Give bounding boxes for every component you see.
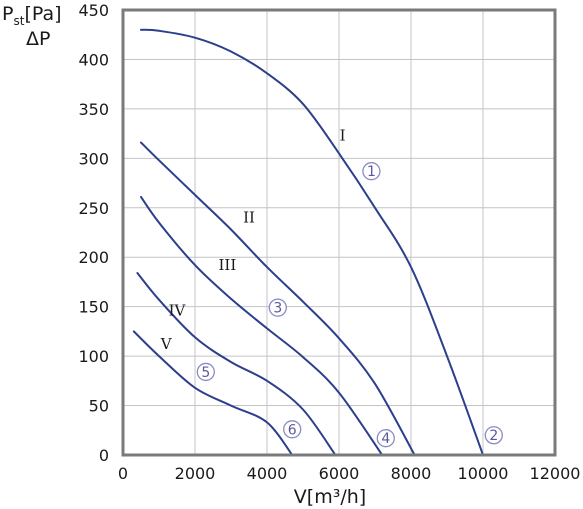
marker-label: 1	[367, 164, 376, 180]
marker-circle	[283, 420, 302, 439]
curve-label: III	[219, 256, 237, 274]
y-axis-title-sub: st	[13, 14, 24, 28]
marker-label: 3	[273, 301, 282, 317]
marker-circle	[376, 429, 395, 448]
y-tick-label: 400	[78, 50, 109, 69]
curve-label: I	[340, 127, 346, 145]
y-tick-label: 250	[78, 199, 109, 218]
curve-label: V	[160, 335, 173, 353]
y-tick-label: 100	[78, 347, 109, 366]
curve-series-3	[140, 195, 384, 456]
x-tick-label: 8000	[391, 464, 432, 483]
curve-series-1	[140, 28, 484, 456]
marker-circle	[268, 298, 287, 317]
y-tick-label: 350	[78, 100, 109, 119]
marker-circle	[196, 362, 215, 382]
y-axis-title-delta: ΔP	[26, 28, 50, 50]
curve-series-2	[140, 141, 416, 456]
curves	[132, 28, 484, 456]
x-tick-label: 6000	[319, 464, 360, 483]
y-tick-label: 150	[78, 298, 109, 317]
marker-label: 6	[288, 422, 297, 438]
x-tick-label: 12000	[530, 464, 581, 483]
y-axis-ticks: 0 50 100 150 200 250 300 350 400 450	[78, 1, 109, 465]
circled-markers: 1 2 3 4 5 6	[196, 162, 503, 448]
marker-label: 5	[201, 365, 210, 381]
curve-series-5	[132, 330, 294, 456]
y-tick-label: 450	[78, 1, 109, 20]
y-axis-title-p: P	[2, 3, 13, 25]
x-axis-ticks: 0 2000 4000 6000 8000 10000 12000	[118, 464, 581, 483]
curve-label: IV	[169, 302, 187, 320]
marker-label: 4	[381, 431, 390, 447]
x-tick-label: 0	[118, 464, 128, 483]
y-axis-title: Pst[Pa] ΔP	[2, 3, 62, 50]
marker-label: 2	[489, 428, 498, 444]
x-tick-label: 4000	[247, 464, 288, 483]
y-tick-label: 0	[99, 446, 109, 465]
x-tick-label: 2000	[175, 464, 216, 483]
x-axis-title: V[m³/h]	[294, 486, 366, 508]
curve-label: II	[243, 209, 255, 227]
plot-frame	[121, 8, 557, 457]
marker-circle	[484, 426, 503, 445]
x-tick-label: 10000	[458, 464, 509, 483]
svg-text:Pst[Pa]: Pst[Pa]	[2, 3, 62, 28]
grid-lines	[123, 10, 555, 455]
marker-circle	[362, 162, 381, 181]
curve-series-4	[136, 272, 337, 456]
y-axis-title-unit: [Pa]	[24, 3, 61, 25]
y-tick-label: 50	[89, 397, 109, 416]
y-tick-label: 200	[78, 248, 109, 267]
y-tick-label: 300	[78, 149, 109, 168]
